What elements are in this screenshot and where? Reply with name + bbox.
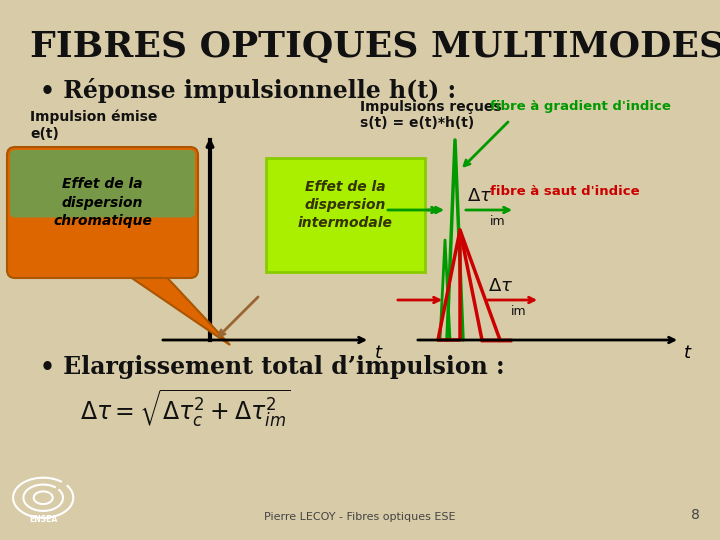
FancyBboxPatch shape: [266, 158, 425, 272]
Text: • Elargissement total d’impulsion :: • Elargissement total d’impulsion :: [40, 355, 505, 379]
Text: t: t: [684, 344, 691, 362]
Text: im: im: [511, 305, 526, 318]
Text: Effet de la
dispersion
intermodale: Effet de la dispersion intermodale: [298, 180, 393, 231]
Text: • Réponse impulsionnelle h(t) :: • Réponse impulsionnelle h(t) :: [40, 78, 456, 103]
FancyBboxPatch shape: [7, 147, 198, 278]
Text: fibre à gradient d'indice: fibre à gradient d'indice: [490, 100, 671, 113]
Text: fibre à saut d'indice: fibre à saut d'indice: [490, 185, 639, 198]
FancyBboxPatch shape: [10, 150, 195, 218]
Text: ENSEA: ENSEA: [29, 516, 58, 524]
Text: im: im: [490, 215, 505, 228]
Text: Effet de la
dispersion
chromatique: Effet de la dispersion chromatique: [53, 177, 152, 228]
Polygon shape: [120, 270, 230, 345]
Text: t: t: [375, 344, 382, 362]
Text: Pierre LECOY - Fibres optiques ESE: Pierre LECOY - Fibres optiques ESE: [264, 512, 456, 522]
Text: 8: 8: [691, 508, 700, 522]
Text: FIBRES OPTIQUES MULTIMODES: FIBRES OPTIQUES MULTIMODES: [30, 30, 720, 64]
Text: Impulsion émise
e(t): Impulsion émise e(t): [30, 110, 158, 141]
Text: $\Delta\tau$: $\Delta\tau$: [488, 277, 513, 295]
Text: Impulsions reçues
s(t) = e(t)*h(t): Impulsions reçues s(t) = e(t)*h(t): [360, 100, 502, 130]
Text: $\Delta\tau$: $\Delta\tau$: [467, 187, 492, 205]
Text: $\Delta\tau = \sqrt{\Delta\tau_c^2 + \Delta\tau_{im}^2}$: $\Delta\tau = \sqrt{\Delta\tau_c^2 + \De…: [80, 388, 291, 430]
